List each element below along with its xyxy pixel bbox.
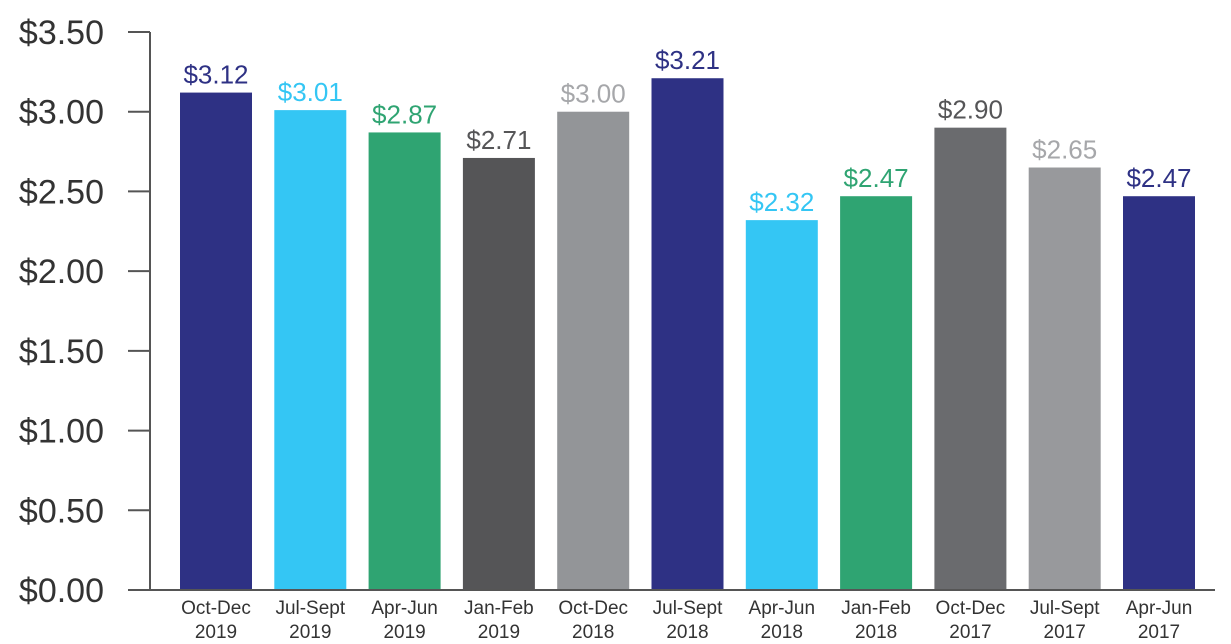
data-label: $2.71 — [466, 125, 531, 155]
x-tick-label-year: 2019 — [289, 622, 331, 643]
x-tick-label-year: 2019 — [478, 622, 520, 643]
y-tick-label: $2.50 — [19, 173, 104, 211]
data-label: $2.87 — [372, 99, 437, 129]
data-label: $2.47 — [844, 163, 909, 193]
x-axis: Oct-Dec 2019 Jul-Sept 2019 Apr-Jun 2019 Jan-Fe… — [150, 589, 1215, 643]
x-tick-label-year: 2017 — [1044, 622, 1086, 643]
x-tick-label: Apr-Jun — [749, 598, 816, 619]
y-tick-label: $1.00 — [19, 413, 104, 451]
y-tick-label: $2.00 — [19, 253, 104, 291]
x-tick-label: Jul-Sept — [275, 598, 345, 619]
bar — [180, 92, 252, 590]
y-tick-label: $0.50 — [19, 492, 104, 530]
data-label: $3.01 — [278, 77, 343, 107]
bar — [1123, 196, 1195, 590]
x-tick-label: Oct-Dec — [558, 598, 628, 619]
x-tick-label: Apr-Jun — [1126, 598, 1193, 619]
bar — [651, 78, 724, 590]
data-label: $2.90 — [938, 95, 1003, 125]
x-tick-label-year: 2018 — [572, 622, 614, 643]
bar — [934, 127, 1007, 591]
bars — [180, 78, 1195, 591]
bar — [840, 196, 913, 590]
x-tick-label: Jul-Sept — [1030, 598, 1100, 619]
bar — [368, 132, 441, 590]
data-label: $2.65 — [1032, 135, 1097, 165]
x-tick-label: Jan-Feb — [464, 598, 534, 619]
data-labels: $3.12 $3.01 $2.87 $2.71 $3.00 $3.21 $2.32 $2.47… — [183, 45, 1191, 217]
data-label: $3.21 — [655, 45, 720, 75]
bar — [1028, 167, 1101, 590]
bar — [557, 111, 630, 590]
bar — [745, 220, 818, 590]
y-tick-label: $3.00 — [19, 94, 104, 132]
data-label: $3.00 — [561, 79, 626, 109]
x-tick-label-year: 2017 — [1138, 622, 1180, 643]
x-tick-label-year: 2018 — [666, 622, 708, 643]
data-label: $3.12 — [183, 60, 248, 90]
y-tick-label: $0.00 — [19, 572, 104, 610]
bar — [274, 110, 347, 591]
bar — [462, 157, 535, 590]
x-tick-label-year: 2017 — [949, 622, 991, 643]
x-tick-label: Oct-Dec — [181, 598, 251, 619]
x-tick-label: Oct-Dec — [936, 598, 1006, 619]
x-tick-label: Jan-Feb — [841, 598, 911, 619]
x-tick-label-year: 2019 — [195, 622, 237, 643]
data-label: $2.32 — [749, 187, 814, 217]
y-tick-label: $1.50 — [19, 333, 104, 371]
y-axis: $0.00 $0.50 $1.00 $1.50 $2.00 $2.50 $3.00 $3.50 — [19, 14, 151, 610]
x-tick-label-year: 2018 — [855, 622, 897, 643]
x-tick-label-year: 2018 — [761, 622, 803, 643]
data-label: $2.47 — [1126, 163, 1191, 193]
y-tick-label: $3.50 — [19, 14, 104, 52]
x-tick-label-year: 2019 — [383, 622, 425, 643]
x-tick-label: Jul-Sept — [653, 598, 723, 619]
x-tick-label: Apr-Jun — [371, 598, 438, 619]
